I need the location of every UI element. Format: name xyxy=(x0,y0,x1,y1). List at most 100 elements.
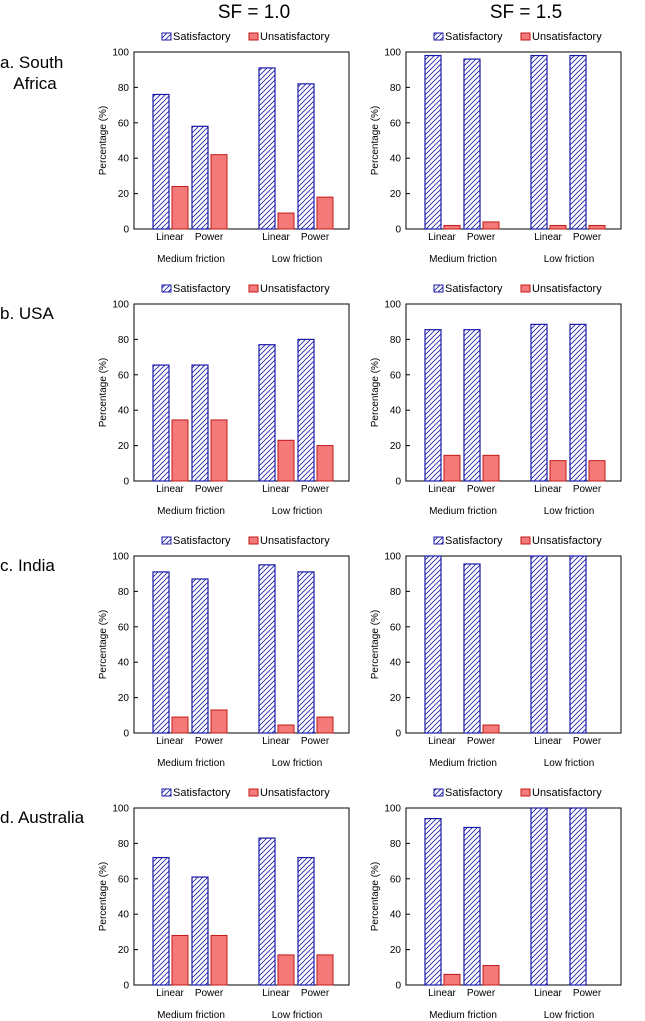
group-label: Medium friction xyxy=(157,1010,225,1021)
y-tick-label: 100 xyxy=(384,804,401,815)
bar-unsatisfactory xyxy=(482,724,500,734)
bar-satisfactory xyxy=(569,807,587,986)
bar-satisfactory xyxy=(258,67,276,230)
bar-satisfactory xyxy=(191,578,209,734)
plot-frame xyxy=(405,303,622,482)
bar-unsatisfactory xyxy=(482,965,500,986)
category-label: Power xyxy=(195,484,224,495)
bar-satisfactory xyxy=(297,571,315,734)
y-tick-label: 20 xyxy=(390,693,402,704)
category-label: Power xyxy=(573,736,602,747)
y-tick-label: 60 xyxy=(118,874,130,885)
bar-unsatisfactory xyxy=(549,460,567,482)
category-label: Linear xyxy=(262,232,290,243)
y-tick-label: 80 xyxy=(118,839,130,850)
legend-label-satisfactory: Satisfactory xyxy=(445,535,503,547)
panel-b-sf-1-0: 0 20 40 60 80 100 Percentage (%) Linear Power Lin… xyxy=(98,283,350,517)
y-tick-label: 60 xyxy=(390,622,402,633)
legend-swatch-unsatisfactory xyxy=(248,32,259,41)
bar-unsatisfactory xyxy=(443,454,461,482)
category-label: Linear xyxy=(156,988,184,999)
y-tick-label: 80 xyxy=(390,839,402,850)
plot-frame xyxy=(405,555,622,734)
column-title-sf-1-5: SF = 1.5 xyxy=(489,2,563,23)
bar-unsatisfactory xyxy=(277,724,295,734)
panel-a-sf-1-0: 0 20 40 60 80 100 Percentage (%) Linear Power Lin… xyxy=(98,31,350,265)
bar-satisfactory xyxy=(530,555,548,734)
group-label: Low friction xyxy=(544,254,595,265)
y-tick-label: 100 xyxy=(384,300,401,311)
bar-satisfactory xyxy=(258,837,276,986)
legend-label-satisfactory: Satisfactory xyxy=(445,283,503,295)
y-tick-label: 40 xyxy=(390,658,402,669)
bar-unsatisfactory xyxy=(277,954,295,986)
category-label: Linear xyxy=(428,988,456,999)
y-tick-label: 60 xyxy=(390,370,402,381)
category-label: Linear xyxy=(428,484,456,495)
y-tick-label: 80 xyxy=(390,587,402,598)
category-label: Linear xyxy=(156,232,184,243)
y-tick-label: 60 xyxy=(118,118,130,129)
legend-label-unsatisfactory: Unsatisfactory xyxy=(260,787,330,799)
y-axis-label: Percentage (%) xyxy=(370,862,381,931)
legend-label-unsatisfactory: Unsatisfactory xyxy=(260,31,330,43)
y-tick-label: 100 xyxy=(384,48,401,59)
category-label: Power xyxy=(195,736,224,747)
bar-satisfactory xyxy=(258,564,276,734)
y-tick-label: 60 xyxy=(390,118,402,129)
category-label: Linear xyxy=(156,736,184,747)
bar-unsatisfactory xyxy=(316,445,334,482)
y-tick-label: 20 xyxy=(118,693,130,704)
bar-satisfactory xyxy=(152,856,170,986)
category-label: Power xyxy=(301,988,330,999)
y-tick-label: 100 xyxy=(112,48,129,59)
y-tick-label: 80 xyxy=(390,83,402,94)
bar-unsatisfactory xyxy=(482,221,500,230)
group-label: Medium friction xyxy=(157,254,225,265)
panel-c-sf-1-5: 0 20 40 60 80 100 Percentage (%) Linear Power Lin… xyxy=(370,535,622,769)
legend-label-satisfactory: Satisfactory xyxy=(173,787,231,799)
y-tick-label: 40 xyxy=(390,406,402,417)
bar-satisfactory xyxy=(191,876,209,986)
bar-satisfactory xyxy=(191,364,209,482)
y-tick-label: 0 xyxy=(395,477,401,488)
legend-label-unsatisfactory: Unsatisfactory xyxy=(532,31,602,43)
row-label-usa: b. USA xyxy=(0,304,54,323)
y-tick-label: 0 xyxy=(123,477,129,488)
category-label: Power xyxy=(467,988,496,999)
plot-frame xyxy=(133,303,350,482)
y-tick-label: 20 xyxy=(118,945,130,956)
plot-frame xyxy=(405,807,622,986)
category-label: Linear xyxy=(428,232,456,243)
y-tick-label: 0 xyxy=(123,729,129,740)
column-title-sf-1-0: SF = 1.0 xyxy=(217,2,291,23)
bar-satisfactory xyxy=(152,364,170,482)
row-label-india: c. India xyxy=(0,556,55,575)
bar-satisfactory xyxy=(424,555,442,734)
legend-swatch-satisfactory xyxy=(433,284,444,293)
bar-satisfactory xyxy=(530,807,548,986)
y-axis-label: Percentage (%) xyxy=(370,358,381,427)
plot-frame xyxy=(405,51,622,230)
legend-label-satisfactory: Satisfactory xyxy=(173,535,231,547)
bar-satisfactory xyxy=(463,826,481,986)
panel-a-sf-1-5: 0 20 40 60 80 100 Percentage (%) Linear Power Lin… xyxy=(370,31,622,265)
bar-satisfactory xyxy=(191,125,209,230)
group-label: Low friction xyxy=(272,506,323,517)
legend-swatch-satisfactory xyxy=(161,32,172,41)
y-tick-label: 40 xyxy=(390,154,402,165)
y-tick-label: 0 xyxy=(123,981,129,992)
group-label: Low friction xyxy=(272,254,323,265)
bar-satisfactory xyxy=(424,329,442,482)
y-tick-label: 0 xyxy=(395,225,401,236)
y-tick-label: 40 xyxy=(390,910,402,921)
category-label: Linear xyxy=(262,988,290,999)
group-label: Low friction xyxy=(272,758,323,769)
legend-swatch-satisfactory xyxy=(161,536,172,545)
legend-swatch-unsatisfactory xyxy=(520,284,531,293)
legend-swatch-satisfactory xyxy=(161,788,172,797)
category-label: Linear xyxy=(534,988,562,999)
y-axis-label: Percentage (%) xyxy=(98,610,109,679)
y-tick-label: 60 xyxy=(118,622,130,633)
panel-d-sf-1-5: 0 20 40 60 80 100 Percentage (%) Linear Power Lin… xyxy=(370,787,622,1021)
